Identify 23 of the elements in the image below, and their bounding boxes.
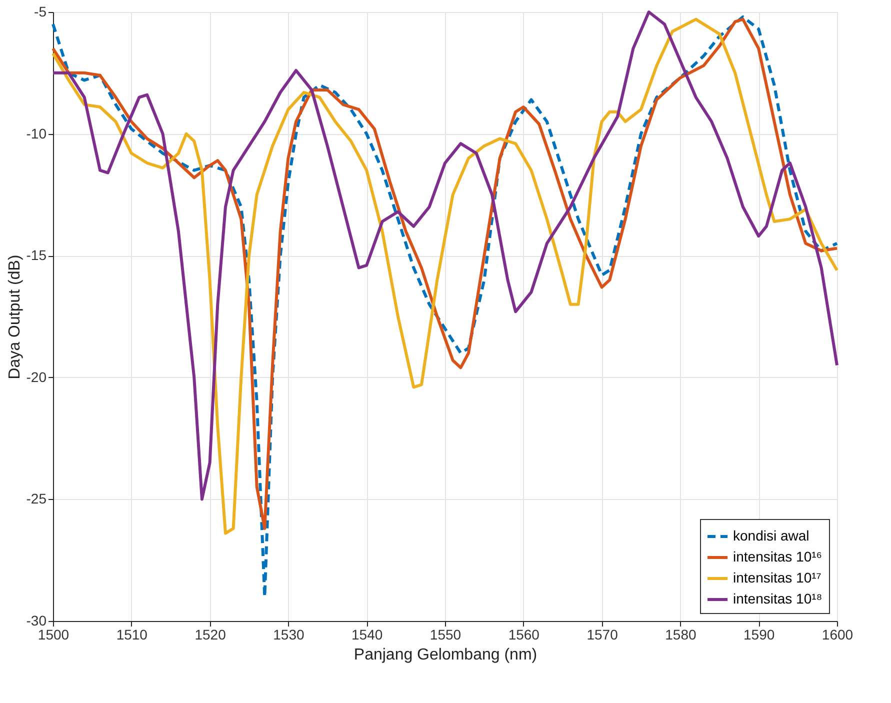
x-tick-label: 1540 xyxy=(352,626,383,642)
legend-label: intensitas 10¹⁷ xyxy=(733,570,822,586)
y-tick-label: -10 xyxy=(26,125,47,142)
x-tick-label: 1510 xyxy=(116,626,148,642)
x-tick-label: 1520 xyxy=(194,626,226,642)
y-tick-label: -25 xyxy=(26,490,47,507)
y-tick-label: -20 xyxy=(26,368,47,385)
legend-label: intensitas 10¹⁶ xyxy=(733,548,822,564)
x-tick-label: 1500 xyxy=(38,626,70,642)
x-tick-label: 1530 xyxy=(273,626,304,642)
x-tick-label: 1580 xyxy=(665,626,696,642)
x-tick-label: 1550 xyxy=(430,626,462,642)
x-tick-label: 1600 xyxy=(822,626,854,642)
y-tick-label: -15 xyxy=(26,247,47,264)
y-tick-label: -30 xyxy=(26,612,47,628)
x-tick-label: 1590 xyxy=(744,626,775,642)
y-tick-label: -5 xyxy=(34,4,47,20)
x-tick-label: 1570 xyxy=(586,626,618,642)
x-axis-title: Panjang Gelombang (nm) xyxy=(354,646,538,664)
legend-label: kondisi awal xyxy=(733,528,810,544)
y-axis-title: Daya Output (dB) xyxy=(6,254,24,380)
x-tick-label: 1560 xyxy=(508,626,540,642)
legend-label: intensitas 10¹⁸ xyxy=(733,590,822,606)
